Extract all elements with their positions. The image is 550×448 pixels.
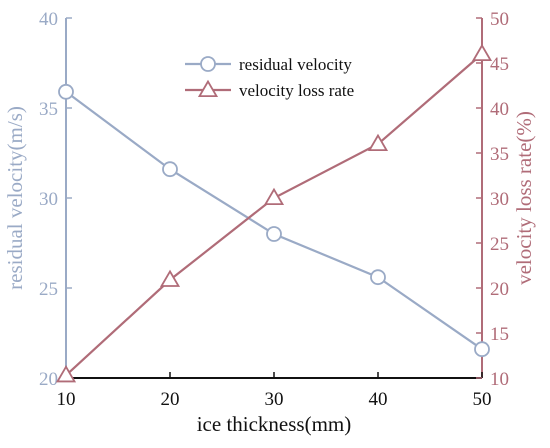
- residual-velocity-line: [65, 90, 483, 351]
- residual-velocity-point: [58, 83, 74, 100]
- velocity-loss-rate-point: [471, 43, 493, 62]
- velocity-loss-rate-point: [55, 365, 77, 383]
- residual-velocity-point: [370, 269, 386, 286]
- x-tick-label: 30: [265, 389, 284, 410]
- x-tick-label: 50: [473, 389, 492, 410]
- right-y-tick-label: 30: [490, 189, 509, 210]
- left-y-tick-label: 25: [39, 279, 58, 300]
- left-y-tick-label: 40: [39, 9, 58, 30]
- left-axis-title: residual velocity(m/s): [3, 106, 27, 290]
- left-y-tick-label: 20: [39, 369, 58, 390]
- legend-swatch-marker: [200, 56, 216, 72]
- residual-velocity-point: [162, 161, 178, 178]
- x-axis-title: ice thickness(mm): [197, 412, 352, 436]
- velocity-loss-rate-point: [263, 187, 285, 206]
- right-axis-title: velocity loss rate(%): [512, 111, 536, 285]
- right-y-tick-label: 20: [490, 279, 509, 300]
- right-y-tick-label: 15: [490, 324, 509, 345]
- right-y-tick-label: 35: [490, 144, 509, 165]
- velocity-loss-rate-line: [65, 53, 483, 377]
- residual-velocity-point: [474, 341, 490, 358]
- right-y-tick-label: 50: [490, 9, 509, 30]
- residual-velocity-point: [266, 226, 282, 242]
- legend-label: residual velocity: [239, 55, 352, 74]
- x-tick-label: 10: [57, 389, 76, 410]
- left-y-tick-label: 35: [39, 99, 58, 120]
- x-tick-label: 20: [161, 389, 180, 410]
- left-y-tick-label: 30: [39, 189, 58, 210]
- legend-label: velocity loss rate: [239, 81, 354, 100]
- right-y-tick-label: 25: [490, 234, 509, 255]
- velocity-loss-rate-point: [367, 133, 389, 152]
- x-tick-label: 40: [369, 389, 388, 410]
- velocity-loss-rate-point: [159, 269, 181, 287]
- right-y-tick-label: 10: [490, 369, 509, 390]
- right-y-tick-label: 40: [490, 99, 509, 120]
- legend-swatch-marker: [197, 79, 219, 98]
- right-y-tick-label: 45: [490, 54, 509, 75]
